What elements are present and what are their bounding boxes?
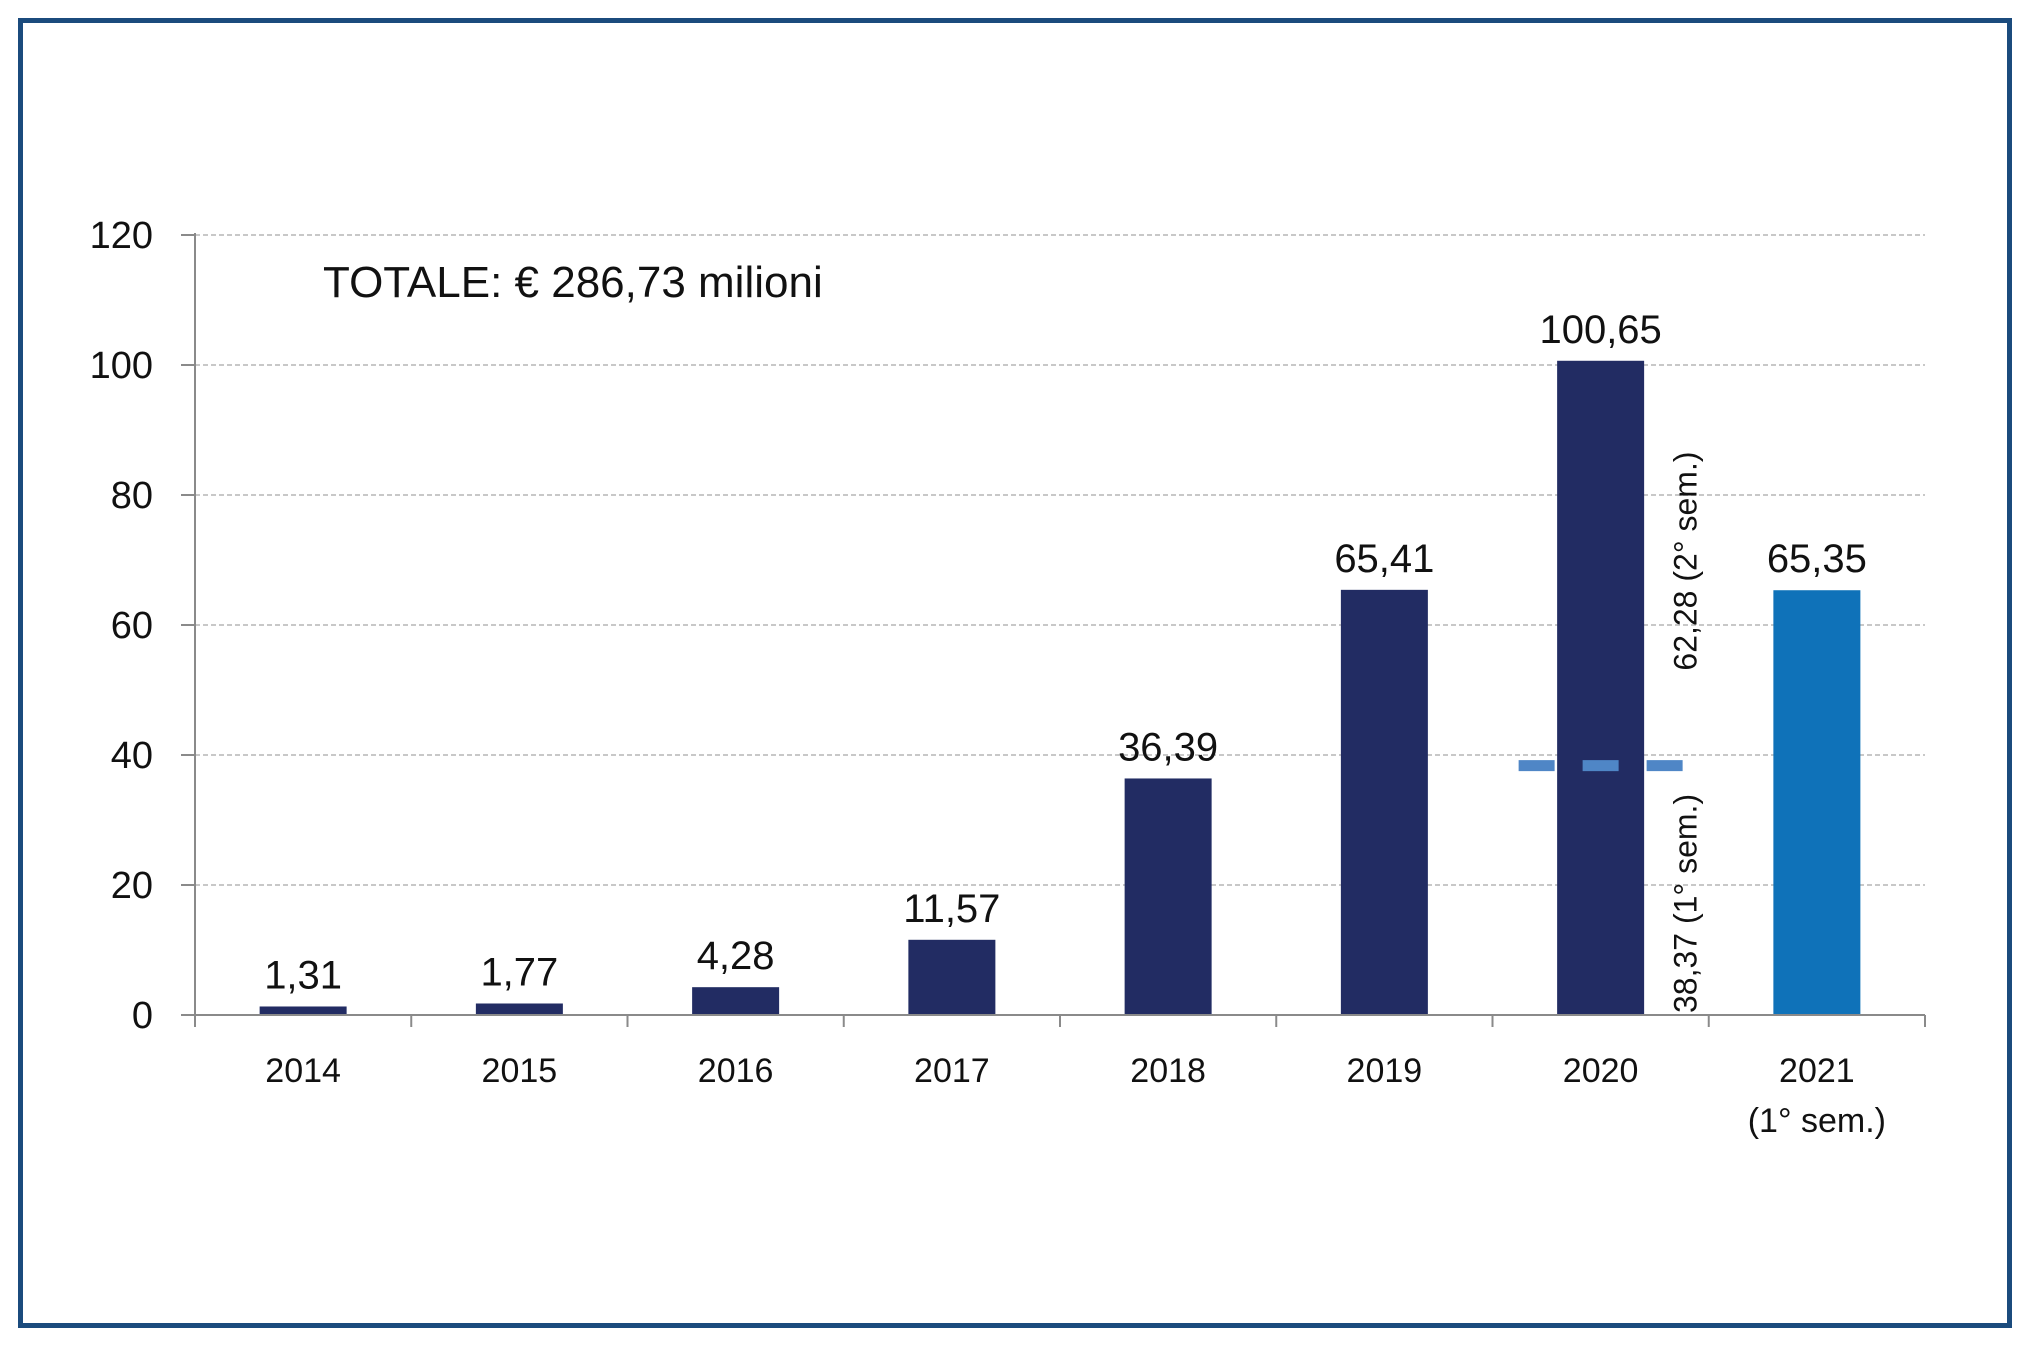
data-labels: 1,31 1,77 4,28 11,57 36,39 65,41 100,65 65,35 xyxy=(264,308,1867,998)
x-tick-label: 2016 xyxy=(698,1052,774,1090)
bars xyxy=(259,360,1861,1015)
chart-frame xyxy=(18,18,2012,1328)
x-tick-label: 2014 xyxy=(265,1052,341,1090)
y-tick-label: 120 xyxy=(90,215,153,257)
split-2020: 38,37 (1° sem.) 62,28 (2° sem.) xyxy=(1518,451,1704,1013)
data-label: 4,28 xyxy=(697,934,775,978)
x-tick-label: 2017 xyxy=(914,1052,990,1090)
x-tick-labels: 2014 2015 2016 2017 2018 2019 2020 2021 (1° sem.… xyxy=(265,1052,1886,1140)
data-label: 1,31 xyxy=(264,953,342,997)
bar xyxy=(259,1006,347,1015)
y-tick-label: 20 xyxy=(111,865,153,907)
x-tick-label-line2: (1° sem.) xyxy=(1748,1102,1886,1140)
x-tick-label: 2020 xyxy=(1563,1052,1639,1090)
data-label: 36,39 xyxy=(1118,725,1218,769)
gridlines xyxy=(195,234,1925,886)
x-tick-label: 2015 xyxy=(482,1052,558,1090)
second-half-label: 62,28 (2° sem.) xyxy=(1668,451,1704,670)
data-label: 1,77 xyxy=(480,950,558,994)
bar xyxy=(1340,589,1428,1015)
y-tick-label: 100 xyxy=(90,345,153,387)
y-tick-labels: 0 20 40 60 80 100 120 xyxy=(90,215,153,1037)
bar xyxy=(1773,590,1861,1015)
bar xyxy=(475,1003,563,1015)
y-tick-label: 0 xyxy=(132,995,153,1037)
bar xyxy=(692,987,780,1015)
data-label: 65,41 xyxy=(1334,537,1434,581)
total-annotation: TOTALE: € 286,73 milioni xyxy=(323,258,823,307)
data-label: 100,65 xyxy=(1539,308,1661,352)
y-tick-label: 40 xyxy=(111,735,153,777)
first-half-label: 38,37 (1° sem.) xyxy=(1668,794,1704,1013)
data-label: 11,57 xyxy=(903,887,1000,931)
bar xyxy=(1124,778,1212,1015)
bar xyxy=(1557,360,1645,1015)
data-label: 65,35 xyxy=(1767,537,1867,581)
axes xyxy=(181,233,1926,1027)
x-tick-label: 2018 xyxy=(1130,1052,1206,1090)
x-tick-label: 2019 xyxy=(1347,1052,1423,1090)
y-tick-label: 60 xyxy=(111,605,153,647)
x-tick-label: 2021 xyxy=(1779,1052,1855,1090)
y-tick-label: 80 xyxy=(111,475,153,517)
bar xyxy=(908,939,996,1015)
